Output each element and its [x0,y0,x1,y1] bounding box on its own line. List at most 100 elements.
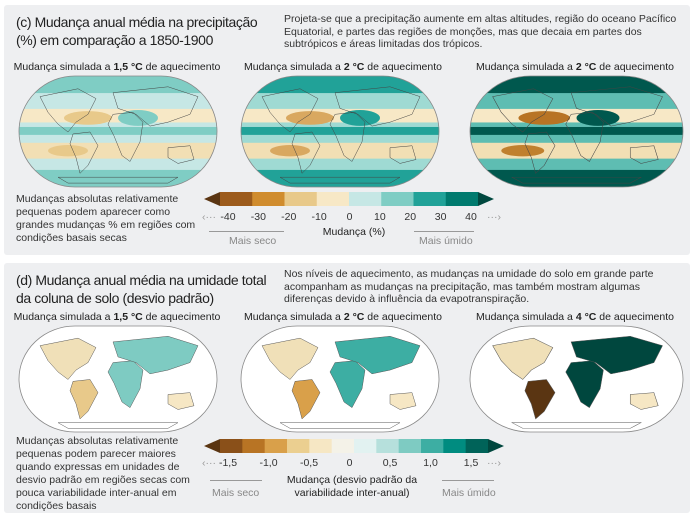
colorbar-segment [284,192,318,206]
tick-label: -0,5 [299,457,319,469]
land-region [629,392,659,410]
colorbar-ticks: ‹··· -1,5 -1,0 -0,5 0 0,5 1,0 1,5 ···› [184,457,514,471]
colorbar-segment [287,439,310,453]
colorbar-segment [242,439,266,453]
tick-more-low: ‹··· [202,211,216,223]
wetter-label: Mais úmido [419,235,473,247]
colorbar-segment [465,439,489,453]
wetting-region [340,110,380,126]
tick-more-low: ‹··· [202,457,216,469]
subtropic-dry-band [19,108,217,123]
high-latitude-band [241,169,439,187]
map-title: Mudança simulada a 1,5 °C de aquecimento [13,61,221,73]
tick-label: 30 [434,211,447,223]
land-region [329,360,366,409]
colorbar-segment [309,439,333,453]
tick-label: 0 [346,457,353,469]
land-region [511,422,642,429]
coastline [329,112,366,162]
drier-arrow [209,231,284,232]
coastline [570,86,663,127]
high-latitude-band [19,169,217,187]
colorbar-arrow-high [478,192,494,206]
tick-label: 10 [374,211,386,223]
coastline [492,88,554,133]
drying-region [270,145,310,157]
tick-label: -40 [220,211,236,223]
land-region [565,360,604,409]
colorbar-segment [443,439,467,453]
colorbar-segment [354,439,377,453]
equatorial-wet-band [19,126,217,135]
map-title: Mudança simulada a 1,5 °C de aquecimento [13,311,221,323]
land-region [524,379,556,420]
map-border [469,75,684,188]
land-region [69,379,99,420]
coastline [291,131,321,174]
colorbar-arrow-low [204,439,220,453]
coastline [279,176,401,184]
coastline [69,131,99,174]
map-border [240,325,440,433]
wetter-label: Mais úmido [442,487,496,499]
high-latitude-band [19,76,217,94]
wetting-region [576,110,620,126]
high-latitude-band [470,169,683,187]
precip-map-2c-alt [469,75,684,188]
subtropic-dry-band [470,108,683,123]
coastline [334,86,421,127]
colorbar-note: Mudanças absolutas relativamente pequena… [16,435,190,512]
land-region [291,379,321,420]
colorbar-ticks: ‹··· -40 -30 -20 -10 0 10 20 30 40 ···› [184,211,514,225]
coastline [524,131,556,174]
map-title: Mudança simulada a 2 °C de aquecimento [244,61,442,73]
land-region [570,336,663,375]
colorbar-segment [252,192,285,206]
soil-map-1-5c [18,325,218,433]
land-region [112,336,199,375]
land-region [389,392,417,410]
precip-map-2c [240,75,440,188]
colorbar-svg [204,192,494,206]
drier-label: Mais seco [212,487,260,499]
drying-region [518,111,571,125]
map-title: Mudança simulada a 4 °C de aquecimento [476,311,674,323]
colorbar-segment [445,192,479,206]
map-border [240,75,440,188]
colorbar-arrow-high [488,439,504,453]
colorbar-segment [376,439,400,453]
colorbar-segment [413,192,447,206]
coastline [57,176,179,184]
colorbar-segment [421,439,444,453]
equatorial-wet-band [470,126,683,135]
tick-label: 1,0 [423,457,438,469]
land-region [279,422,401,429]
panel-title: (c) Mudança anual média na precipitação … [16,14,258,48]
drying-region [48,145,88,157]
colorbar-note: Mudanças absolutas relativamente pequena… [16,193,196,244]
land-region [167,392,195,410]
colorbar-svg [204,439,504,453]
tick-label: -30 [250,211,266,223]
colorbar-segment [349,192,382,206]
land-region [492,337,554,380]
panel-title: (d) Mudança anual média na umidade total… [16,272,267,306]
coastline [107,112,144,162]
map-border [469,325,684,433]
high-latitude-band [470,76,683,94]
coastline [39,88,97,133]
precip-map-1-5c [18,75,218,188]
coastline [167,145,195,164]
soil-map-4c [469,325,684,433]
subtropic-dry-band [241,108,439,123]
map-title: Mudança simulada a 2 °C de aquecimento [476,61,674,73]
land-region [39,337,97,380]
colorbar-segment [316,192,350,206]
colorbar-segment [220,192,253,206]
tick-label: -1,5 [218,457,238,469]
colorbar-segment [398,439,422,453]
colorbar-segment [331,439,355,453]
wetter-arrow [414,231,474,232]
soil-moisture-panel: (d) Mudança anual média na umidade total… [4,263,690,513]
tick-label: 20 [404,211,417,223]
